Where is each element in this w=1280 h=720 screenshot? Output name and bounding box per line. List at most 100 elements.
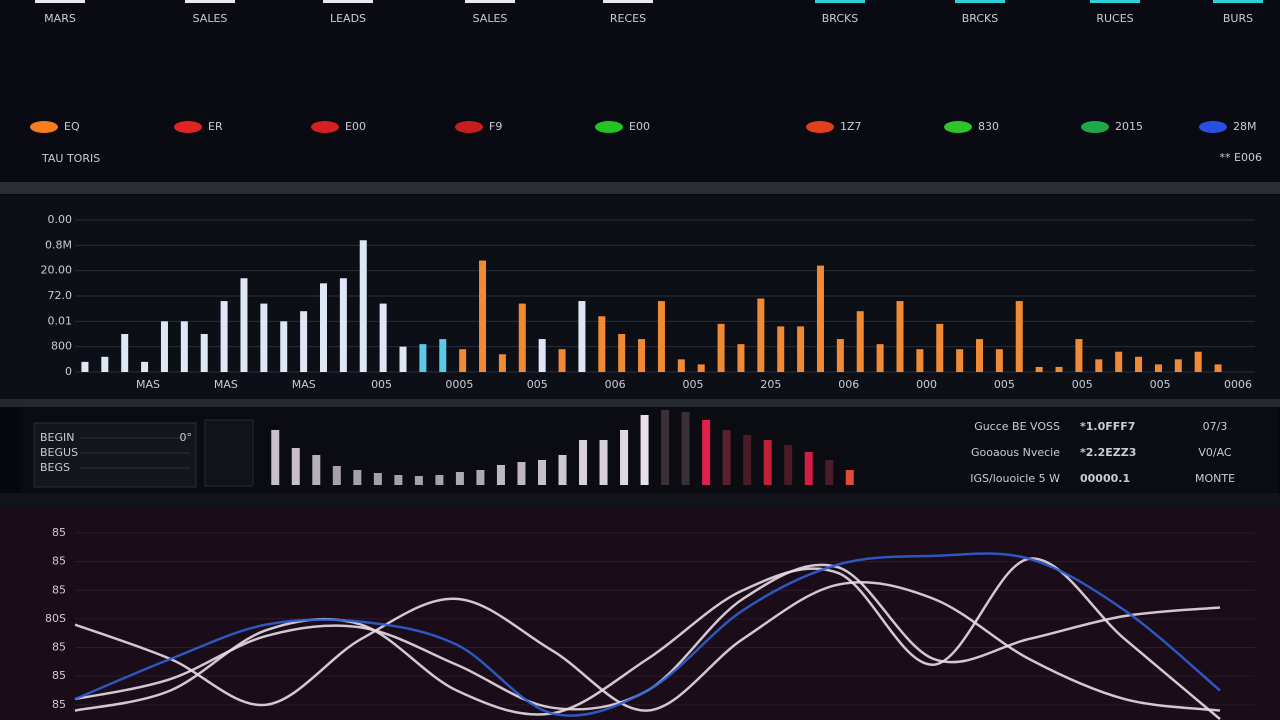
tab[interactable]: BRCKS <box>822 12 859 25</box>
kpi-value: 2015 <box>1115 120 1143 133</box>
mini-bar <box>804 452 813 485</box>
bar <box>598 316 606 372</box>
x-tick-label: 005 <box>683 378 704 391</box>
bar <box>995 349 1003 372</box>
kpi-value: 830 <box>978 120 999 133</box>
bar <box>836 339 844 372</box>
x-tick-label: 005 <box>994 378 1015 391</box>
line-series <box>74 552 1221 717</box>
bar <box>498 354 506 372</box>
kpi-icon <box>455 121 483 133</box>
tab[interactable]: BURS <box>1223 12 1253 25</box>
bar <box>538 339 546 372</box>
mini-bar <box>599 440 608 485</box>
bar <box>697 364 705 372</box>
x-tick-label: MAS <box>214 378 238 391</box>
bar <box>737 344 745 372</box>
y-tick-label: 85 <box>52 698 66 711</box>
tab-indicator <box>1090 0 1140 3</box>
tab-indicator <box>1213 0 1263 3</box>
mini-bar <box>558 455 567 485</box>
tab[interactable]: BRCKS <box>962 12 999 25</box>
mini-bar <box>640 415 649 485</box>
tab[interactable]: LEADS <box>330 12 366 25</box>
bar <box>677 359 685 372</box>
x-tick-label: 0006 <box>1224 378 1252 391</box>
bar <box>200 334 208 372</box>
divider <box>0 399 1280 407</box>
mini-bar <box>845 470 854 485</box>
divider <box>0 493 1280 507</box>
panel-note: 0° <box>180 431 193 444</box>
bar <box>797 326 805 372</box>
mini-bar <box>681 412 690 485</box>
bar <box>657 301 665 372</box>
tab[interactable]: SALES <box>193 12 228 25</box>
mini-bar <box>414 476 423 485</box>
x-tick-label: 006 <box>605 378 626 391</box>
kpi-icon <box>174 121 202 133</box>
line-chart-panel <box>0 507 1280 720</box>
bar <box>379 303 387 372</box>
bar <box>141 361 149 372</box>
bar <box>81 361 89 372</box>
header-alert: ** E006 <box>1220 151 1262 164</box>
mini-bar <box>743 435 752 485</box>
bar <box>717 323 725 372</box>
kpi-value: E00 <box>629 120 650 133</box>
bar <box>1214 364 1222 372</box>
stat-value: 00000.1 <box>1080 472 1130 485</box>
divider <box>0 182 1280 194</box>
bar <box>876 344 884 372</box>
bar <box>479 260 487 372</box>
bar <box>1194 351 1202 372</box>
bar <box>558 349 566 372</box>
bar <box>300 311 308 372</box>
mini-bar <box>476 470 485 485</box>
mini-bar <box>394 475 403 485</box>
kpi-icon <box>944 121 972 133</box>
kpi-icon <box>806 121 834 133</box>
mini-bar <box>620 430 629 485</box>
x-tick-label: MAS <box>292 378 316 391</box>
bar <box>359 240 367 372</box>
kpi-icon <box>1199 121 1227 133</box>
tab[interactable]: MARS <box>44 12 76 25</box>
mini-bar <box>825 460 834 485</box>
bar <box>399 346 407 372</box>
bar <box>220 301 228 372</box>
x-tick-label: 005 <box>527 378 548 391</box>
stat-unit: V0/AC <box>1198 446 1232 459</box>
bar <box>956 349 964 372</box>
mini-bar <box>373 473 382 485</box>
stat-label: IGS/louoicle 5 W <box>970 472 1060 485</box>
y-tick-label: 72.0 <box>48 289 73 302</box>
bar <box>319 283 327 372</box>
bar <box>439 339 447 372</box>
mini-bar <box>661 410 670 485</box>
bar <box>121 334 129 372</box>
bar <box>180 321 188 372</box>
tab[interactable]: SALES <box>473 12 508 25</box>
mini-bar <box>291 448 300 485</box>
x-tick-label: 005 <box>1072 378 1093 391</box>
stat-value: *1.0FFF7 <box>1080 420 1135 433</box>
tab-indicator <box>35 0 85 3</box>
stat-label: Gucce BE VOSS <box>974 420 1060 433</box>
tab-indicator <box>185 0 235 3</box>
bar <box>160 321 168 372</box>
tab[interactable]: RUCES <box>1096 12 1133 25</box>
panel-label: BEGUS <box>40 446 78 459</box>
mini-bar <box>702 420 711 485</box>
bar <box>1055 366 1063 372</box>
line-series <box>74 581 1221 712</box>
mini-bar <box>332 466 341 485</box>
bar <box>896 301 904 372</box>
y-tick-label: 80S <box>45 612 66 625</box>
bar <box>1135 356 1143 372</box>
bar <box>518 303 526 372</box>
bar <box>280 321 288 372</box>
panel-label: BEGIN <box>40 431 75 444</box>
tab[interactable]: RECES <box>610 12 646 25</box>
